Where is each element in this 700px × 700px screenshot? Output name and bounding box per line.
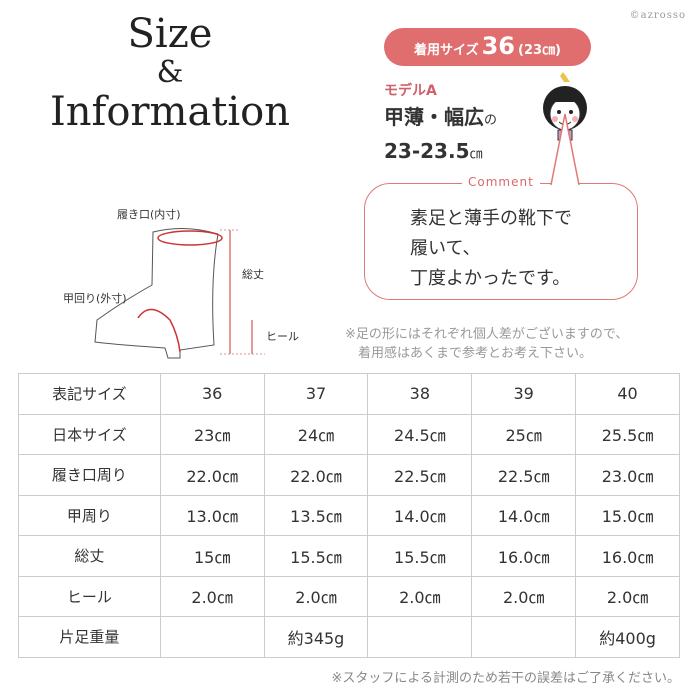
row-label: 履き口周り xyxy=(18,454,161,496)
bubble-pointer xyxy=(550,113,580,186)
table-cell: 15.5㎝ xyxy=(263,535,369,577)
table-row: 甲周り 13.0㎝ 13.5㎝ 14.0㎝ 14.0㎝ 15.0㎝ xyxy=(18,494,680,536)
table-cell: 22.5㎝ xyxy=(367,454,473,496)
fit-note: ※足の形にはそれぞれ個人差がございますので、 着用感はあくまで参考とお考え下さい… xyxy=(345,325,628,363)
row-label: 甲周り xyxy=(18,494,161,536)
table-cell: 2.0㎝ xyxy=(367,575,473,617)
model-foot: 甲薄・幅広 xyxy=(384,105,484,129)
label-heel: ヒール xyxy=(266,330,299,343)
table-cell: 15㎝ xyxy=(159,535,265,577)
table-row: 履き口周り 22.0㎝ 22.0㎝ 22.5㎝ 22.5㎝ 23.0㎝ xyxy=(18,454,680,496)
row-label: 総丈 xyxy=(18,535,161,577)
row-label: 表記サイズ xyxy=(18,373,161,415)
table-cell: 24㎝ xyxy=(263,413,369,455)
comment-line: 素足と薄手の靴下で xyxy=(410,208,572,229)
table-cell: 39 xyxy=(471,373,577,415)
table-cell: 14.0㎝ xyxy=(471,494,577,536)
table-cell: 23.0㎝ xyxy=(575,454,680,496)
note-line: ※足の形にはそれぞれ個人差がございますので、 xyxy=(345,327,629,342)
label-opening: 履き口(内寸) xyxy=(117,208,181,221)
table-cell: 14.0㎝ xyxy=(367,494,473,536)
table-cell: 23㎝ xyxy=(159,413,265,455)
title-size: Size xyxy=(127,11,213,57)
title-ampersand: & xyxy=(156,55,184,90)
copyright: ©azrosso xyxy=(629,10,686,21)
comment-line: 丁度よかったです。 xyxy=(410,268,571,289)
table-cell: 約400g xyxy=(575,616,680,658)
table-cell: 約345g xyxy=(263,616,369,658)
table-cell: 15.5㎝ xyxy=(367,535,473,577)
fit-size: 36 xyxy=(481,32,516,60)
table-cell: 25㎝ xyxy=(471,413,577,455)
table-row: 表記サイズ 36 37 38 39 40 xyxy=(18,373,680,415)
table-cell: 22.5㎝ xyxy=(471,454,577,496)
model-name: モデルA xyxy=(384,83,437,99)
footnote: ※スタッフによる計測のため若干の誤差はご了承ください。 xyxy=(331,671,680,686)
table-cell: 22.0㎝ xyxy=(159,454,265,496)
table-cell: 22.0㎝ xyxy=(263,454,369,496)
table-row: ヒール 2.0㎝ 2.0㎝ 2.0㎝ 2.0㎝ 2.0㎝ xyxy=(18,575,680,617)
comment-text: 素足と薄手の靴下で 履いて、 丁度よかったです。 xyxy=(410,204,572,294)
row-label: ヒール xyxy=(18,575,161,617)
table-cell: 15.0㎝ xyxy=(575,494,680,536)
table-cell: 13.5㎝ xyxy=(263,494,369,536)
model-unit: ㎝ xyxy=(469,147,483,162)
model-no: の xyxy=(484,113,498,128)
table-cell: 2.0㎝ xyxy=(159,575,265,617)
fit-label: 着用サイズ xyxy=(413,43,479,58)
table-cell: 2.0㎝ xyxy=(471,575,577,617)
comment-label: Comment xyxy=(462,175,540,189)
table-cell xyxy=(159,616,265,658)
label-height: 総丈 xyxy=(242,268,264,281)
note-line: 着用感はあくまで参考とお考え下さい。 xyxy=(358,346,593,361)
table-row: 総丈 15㎝ 15.5㎝ 15.5㎝ 16.0㎝ 16.0㎝ xyxy=(18,535,680,577)
table-cell: 16.0㎝ xyxy=(471,535,577,577)
model-range: 23-23.5 xyxy=(384,139,470,163)
model-description: 甲薄・幅広の 23-23.5㎝ xyxy=(384,102,497,170)
boot-diagram xyxy=(94,227,265,359)
row-label: 日本サイズ xyxy=(18,413,161,455)
table-cell: 13.0㎝ xyxy=(159,494,265,536)
table-row: 日本サイズ 23㎝ 24㎝ 24.5㎝ 25㎝ 25.5㎝ xyxy=(18,413,680,455)
comment-line: 履いて、 xyxy=(410,238,481,259)
table-cell: 2.0㎝ xyxy=(263,575,369,617)
table-cell: 25.5㎝ xyxy=(575,413,680,455)
table-cell: 16.0㎝ xyxy=(575,535,680,577)
row-label: 片足重量 xyxy=(18,616,161,658)
fit-size-badge: 着用サイズ 36 (23㎝) xyxy=(384,28,591,66)
comment-bubble xyxy=(364,183,638,300)
table-cell: 40 xyxy=(575,373,680,415)
table-cell: 24.5㎝ xyxy=(367,413,473,455)
table-cell xyxy=(367,616,473,658)
table-cell: 38 xyxy=(367,373,473,415)
table-cell: 2.0㎝ xyxy=(575,575,680,617)
label-instep: 甲回り(外寸) xyxy=(63,292,127,305)
table-cell: 36 xyxy=(159,373,265,415)
table-row: 片足重量 約345g 約400g xyxy=(18,616,680,658)
table-cell xyxy=(471,616,577,658)
fit-cm: (23㎝) xyxy=(518,43,561,58)
table-cell: 37 xyxy=(263,373,369,415)
title-information: Information xyxy=(49,89,291,135)
